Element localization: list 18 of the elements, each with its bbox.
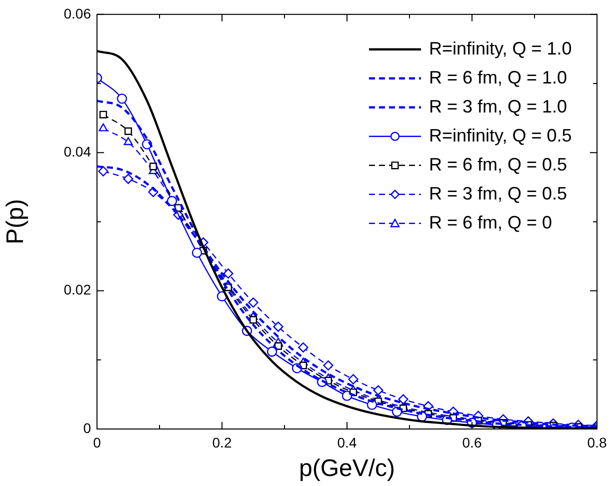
x-axis-title: p(GeV/c) — [298, 455, 396, 482]
legend-label: R = 3 fm, Q = 1.0 — [429, 96, 568, 116]
legend-label: R = 6 fm, Q = 1.0 — [429, 67, 568, 88]
y-tick-label: 0.04 — [64, 143, 92, 160]
legend-label: R=infinity, Q = 0.5 — [429, 125, 572, 146]
legend-label: R = 6 fm, Q = 0 — [429, 212, 552, 232]
y-tick-label: 0.06 — [64, 5, 92, 22]
x-tick-label: 0 — [93, 434, 102, 450]
y-tick-label: 0.02 — [64, 282, 92, 298]
y-axis-title: P(p) — [2, 199, 30, 244]
legend-label: R = 3 fm, Q = 0.5 — [429, 183, 568, 204]
x-tick-label: 0.4 — [337, 434, 357, 450]
x-tick-label: 0.2 — [212, 434, 232, 450]
x-tick-label: 0.8 — [587, 434, 607, 450]
x-tick-label: 0.6 — [462, 434, 482, 450]
y-tick-label: 0 — [83, 420, 92, 436]
legend-label: R = 6 fm, Q = 0.5 — [429, 154, 568, 174]
legend-label: R=infinity, Q = 1.0 — [429, 38, 572, 58]
